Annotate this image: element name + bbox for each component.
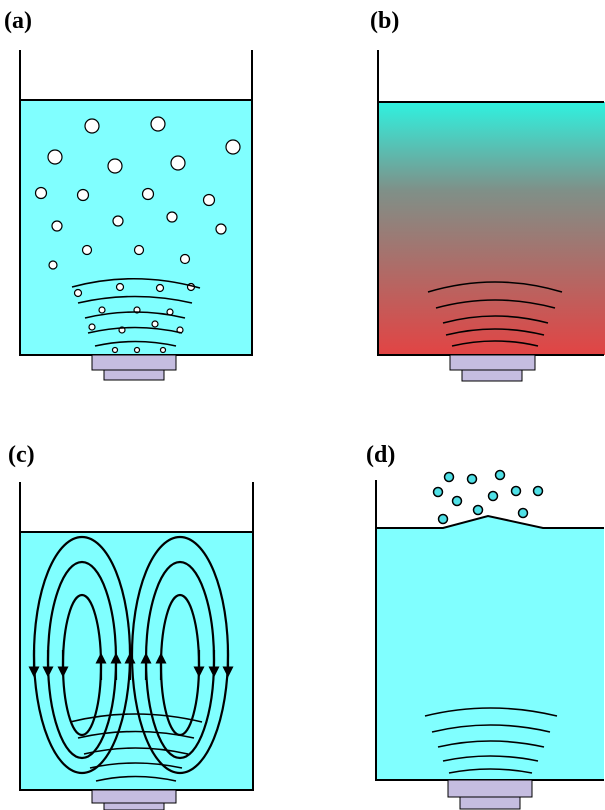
transducer <box>448 780 532 797</box>
panel-d: (d) <box>366 442 604 809</box>
panel-label: (b) <box>370 8 399 34</box>
panel-label: (a) <box>4 8 32 34</box>
transducer-base <box>460 797 520 809</box>
transducer-base <box>104 370 164 380</box>
transducer <box>92 790 176 803</box>
panel-c: (c) <box>8 442 253 810</box>
panel-label: (d) <box>366 442 395 468</box>
figure: (a) <box>0 0 605 810</box>
panel-label: (c) <box>8 442 35 468</box>
transducer <box>450 355 535 370</box>
transducer-base <box>104 803 164 810</box>
transducer-base <box>462 370 522 381</box>
liquid <box>378 102 605 355</box>
transducer <box>92 355 176 370</box>
panel-b: (b) <box>370 8 605 381</box>
panel-a: (a) <box>4 8 252 380</box>
